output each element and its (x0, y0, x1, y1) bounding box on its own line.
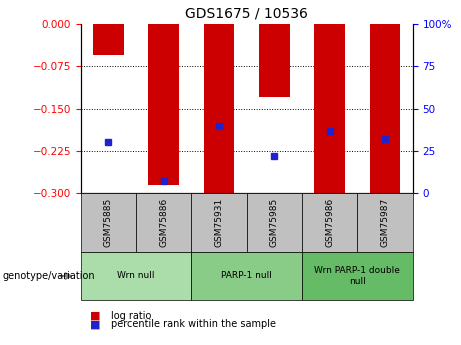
Bar (259, 24, 290, 97)
Text: ■: ■ (90, 319, 100, 329)
Text: GSM75885: GSM75885 (104, 198, 113, 247)
Text: GSM75987: GSM75987 (380, 198, 390, 247)
Text: GSM75886: GSM75886 (159, 198, 168, 247)
Bar (93, 24, 124, 55)
Text: genotype/variation: genotype/variation (2, 271, 95, 281)
Text: GSM75931: GSM75931 (214, 198, 224, 247)
Text: GSM75985: GSM75985 (270, 198, 279, 247)
Bar (370, 24, 400, 193)
Text: Wrn PARP-1 double
null: Wrn PARP-1 double null (314, 266, 400, 286)
Text: GSM75986: GSM75986 (325, 198, 334, 247)
Text: percentile rank within the sample: percentile rank within the sample (111, 319, 276, 329)
Text: PARP-1 null: PARP-1 null (221, 272, 272, 280)
Text: ■: ■ (90, 311, 100, 321)
Bar (148, 24, 179, 185)
Title: GDS1675 / 10536: GDS1675 / 10536 (185, 6, 308, 20)
Text: Wrn null: Wrn null (117, 272, 155, 280)
Bar (314, 24, 345, 193)
Bar (204, 24, 234, 193)
Text: log ratio: log ratio (111, 311, 151, 321)
